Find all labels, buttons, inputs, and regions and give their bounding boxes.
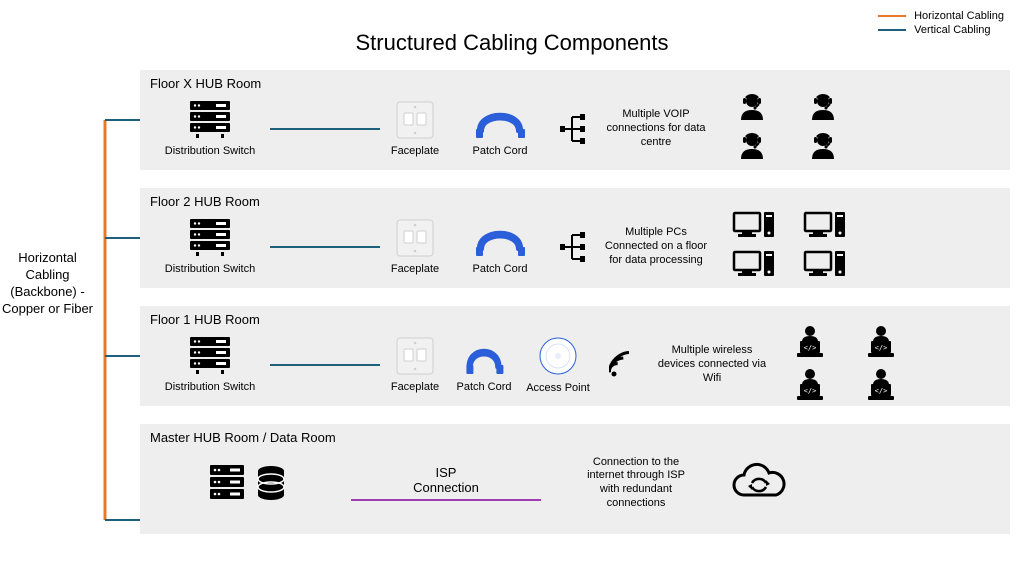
switch-icon <box>190 101 230 142</box>
pc-icon <box>803 210 847 245</box>
access-point-label: Access Point <box>526 382 590 394</box>
isp-label: ISPConnection <box>413 465 479 495</box>
splitter-icon <box>558 230 588 264</box>
faceplate-label: Faceplate <box>391 263 439 275</box>
floor-master: Master HUB Room / Data Room ISPConnectio… <box>140 424 1010 534</box>
faceplate: Faceplate <box>380 219 450 275</box>
floor-title: Floor 2 HUB Room <box>150 194 1000 209</box>
laptop_user-icon: </> <box>792 324 828 363</box>
splitter-icon <box>558 112 588 146</box>
access-point-icon <box>538 336 578 379</box>
isp-line <box>351 499 541 501</box>
legend-swatch-vertical <box>878 29 906 31</box>
endpoints <box>724 92 854 166</box>
isp-connection: ISPConnection <box>346 465 546 501</box>
floor-floor-x: Floor X HUB Room Distribution Switch Fac… <box>140 70 1010 170</box>
floor-body: Distribution Switch Faceplate Patch Cord <box>150 95 1000 163</box>
database-icon <box>256 465 286 501</box>
wifi-icon <box>608 351 644 379</box>
pc-icon <box>803 249 847 284</box>
patch-cord-label: Patch Cord <box>472 145 527 157</box>
backbone-label: Horizontal Cabling (Backbone) - Copper o… <box>0 250 95 318</box>
patch-cord-icon <box>462 337 506 378</box>
svg-text:</>: </> <box>874 387 887 395</box>
patch-cord: Patch Cord <box>454 337 514 393</box>
floor-description: Multiple wireless devices connected via … <box>652 344 772 385</box>
voip-icon <box>737 131 771 166</box>
server-rack-icon <box>210 465 244 501</box>
faceplate-icon <box>396 101 434 142</box>
diagram-title: Structured Cabling Components <box>0 30 1024 56</box>
access-point: Access Point <box>518 336 598 394</box>
horizontal-link <box>270 128 380 130</box>
floor-floor-2: Floor 2 HUB Room Distribution Switch Fac… <box>140 188 1010 288</box>
pc-icon <box>732 249 776 284</box>
patch-cord-icon <box>470 219 530 260</box>
distribution-switch: Distribution Switch <box>150 101 270 157</box>
endpoints <box>724 210 854 284</box>
laptop_user-icon: </> <box>863 367 899 406</box>
faceplate-label: Faceplate <box>391 145 439 157</box>
voip-icon <box>737 92 771 127</box>
legend: Horizontal Cabling Vertical Cabling <box>878 10 1004 38</box>
floor-title: Master HUB Room / Data Room <box>150 430 1000 445</box>
legend-horizontal: Horizontal Cabling <box>878 10 1004 22</box>
faceplate: Faceplate <box>380 337 450 393</box>
cloud-icon <box>726 461 790 505</box>
floors-container: Floor X HUB Room Distribution Switch Fac… <box>140 70 1010 552</box>
horizontal-link <box>270 364 380 366</box>
voip-icon <box>808 92 842 127</box>
switch-label: Distribution Switch <box>165 381 255 393</box>
laptop_user-icon: </> <box>792 367 828 406</box>
floor-description: Multiple PCs Connected on a floor for da… <box>596 226 716 267</box>
laptop_user-icon: </> <box>863 324 899 363</box>
patch-cord: Patch Cord <box>460 101 540 157</box>
floor-floor-1: Floor 1 HUB Room Distribution Switch Fac… <box>140 306 1010 406</box>
floor-title: Floor X HUB Room <box>150 76 1000 91</box>
pc-icon <box>732 210 776 245</box>
switch-icon <box>190 219 230 260</box>
floor-body: Distribution Switch Faceplate Patch Cord <box>150 331 1000 399</box>
legend-vertical: Vertical Cabling <box>878 24 1004 36</box>
patch-cord-label: Patch Cord <box>472 263 527 275</box>
floor-description: Connection to the internet through ISP w… <box>576 456 696 511</box>
legend-label-horizontal: Horizontal Cabling <box>914 10 1004 22</box>
floor-body: ISPConnection Connection to the internet… <box>150 449 1000 517</box>
patch-cord-icon <box>470 101 530 142</box>
patch-cord-label: Patch Cord <box>456 381 511 393</box>
faceplate-icon <box>396 337 434 378</box>
svg-text:</>: </> <box>803 387 816 395</box>
svg-text:</>: </> <box>803 344 816 352</box>
switch-icon <box>190 337 230 378</box>
voip-icon <box>808 131 842 166</box>
faceplate: Faceplate <box>380 101 450 157</box>
legend-swatch-horizontal <box>878 15 906 17</box>
distribution-switch: Distribution Switch <box>150 337 270 393</box>
switch-label: Distribution Switch <box>165 145 255 157</box>
patch-cord: Patch Cord <box>460 219 540 275</box>
switch-label: Distribution Switch <box>165 263 255 275</box>
svg-text:</>: </> <box>874 344 887 352</box>
endpoints: </> </> </> </> <box>780 324 910 406</box>
floor-description: Multiple VOIP connections for data centr… <box>596 108 716 149</box>
faceplate-icon <box>396 219 434 260</box>
faceplate-label: Faceplate <box>391 381 439 393</box>
horizontal-link <box>270 246 380 248</box>
distribution-switch: Distribution Switch <box>150 219 270 275</box>
floor-body: Distribution Switch Faceplate Patch Cord <box>150 213 1000 281</box>
legend-label-vertical: Vertical Cabling <box>914 24 990 36</box>
